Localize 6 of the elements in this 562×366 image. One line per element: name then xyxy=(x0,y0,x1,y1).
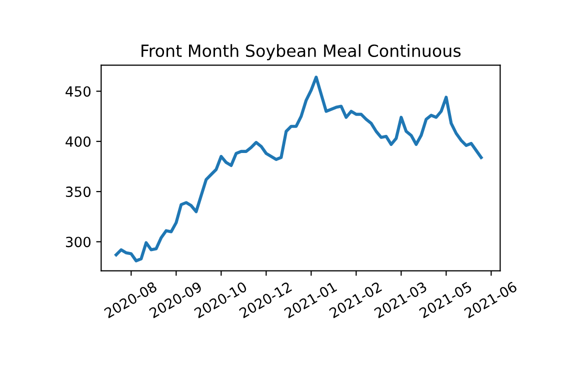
y-tick-label: 300 xyxy=(66,236,91,248)
y-tick-label: 450 xyxy=(66,86,91,97)
y-tick-label: 400 xyxy=(66,136,91,147)
y-tick-label: 350 xyxy=(66,186,91,198)
chart-title: Front Month Soybean Meal Continuous xyxy=(142,44,461,60)
line-series xyxy=(114,76,483,262)
